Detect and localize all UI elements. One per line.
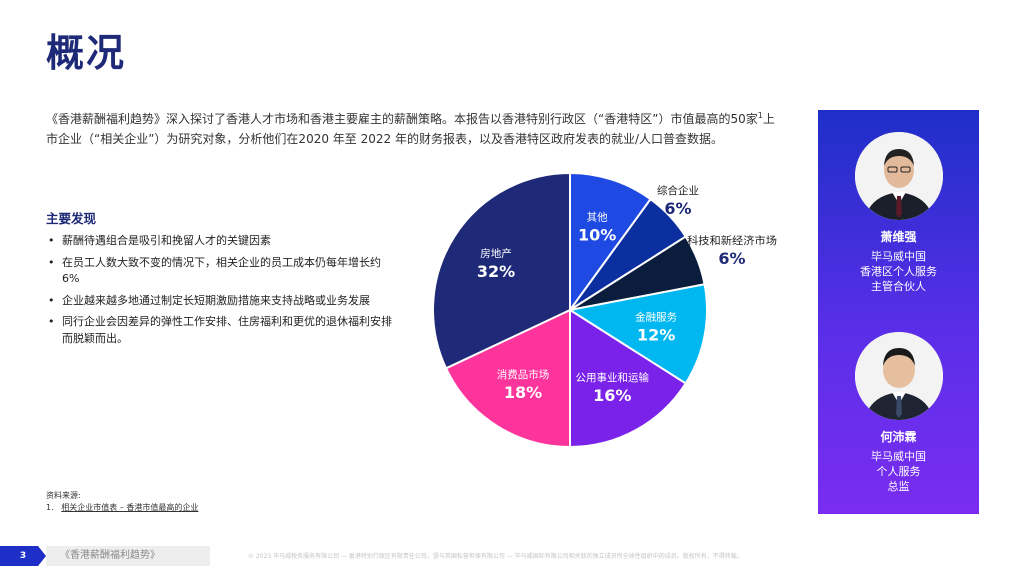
slice-label-0: 其他 <box>587 211 608 224</box>
industry-pie-chart: 其他 10% 综合企业 6% 科技和新经济市场 6% 金融服务 12% 公用事业和运输 16% 消费… <box>432 171 777 449</box>
contacts-panel: 萧维强 毕马威中国 香港区个人服务 主管合伙人 何沛霖 毕马威中国 个人服务 总… <box>818 110 979 514</box>
page-number: 3 <box>0 546 46 566</box>
contact-role-line: 香港区个人服务 <box>860 265 937 278</box>
source-notes: 资料来源: 1. 相关企业市值表 – 香港市值最高的企业 <box>46 490 198 514</box>
contact-name: 何沛霖 <box>880 430 917 444</box>
source-title: 资料来源: <box>46 491 81 500</box>
source-item: 1. 相关企业市值表 – 香港市值最高的企业 <box>46 502 198 514</box>
contact-role-line: 主管合伙人 <box>871 280 926 293</box>
report-name: 《香港薪酬福利趋势》 <box>46 546 210 566</box>
contact-role-line: 毕马威中国 <box>871 250 926 263</box>
contact-role-line: 个人服务 <box>876 465 921 478</box>
pie-slices <box>432 171 708 449</box>
contact-role: 毕马威中国 个人服务 总监 <box>818 449 979 494</box>
intro-text-part2: 上市企业（“相关企业”）为研究对象，分析他们在2020 年至 2022 年的财务… <box>46 112 775 146</box>
source-item-number: 1. <box>46 503 54 512</box>
pie-labels: 其他 10% 综合企业 6% 科技和新经济市场 6% 金融服务 12% 公用事业和运输 16% 消费… <box>477 184 777 405</box>
slice-label-5: 消费品市场 <box>497 368 549 381</box>
intro-text-part1: 《香港薪酬福利趋势》深入探讨了香港人才市场和香港主要雇主的薪酬策略。本报告以香港… <box>46 112 758 126</box>
portrait-image <box>854 132 943 220</box>
finding-item: 在员工人数大致不变的情况下，相关企业的员工成本仍每年增长约6% <box>46 255 396 288</box>
slice-value-6: 32% <box>477 262 515 281</box>
key-findings: 主要发现 薪酬待遇组合是吸引和挽留人才的关键因素 在员工人数大致不变的情况下，相… <box>46 208 396 352</box>
slice-value-2: 6% <box>718 249 745 268</box>
source-item-link[interactable]: 相关企业市值表 – 香港市值最高的企业 <box>61 503 199 512</box>
slice-label-3: 金融服务 <box>635 310 677 323</box>
contact-card: 何沛霖 毕马威中国 个人服务 总监 <box>818 332 979 494</box>
slice-value-4: 16% <box>593 386 631 405</box>
pie-slice-4[interactable] <box>569 308 688 449</box>
copyright-text: © 2023 毕马威税务服务有限公司 — 香港特别行政区有限责任公司，暨与英国私… <box>248 553 743 560</box>
contact-role-line: 毕马威中国 <box>871 450 926 463</box>
portrait-image <box>854 332 943 420</box>
pie-slice-3[interactable] <box>567 283 708 385</box>
contact-card: 萧维强 毕马威中国 香港区个人服务 主管合伙人 <box>818 132 979 294</box>
pie-slice-6[interactable] <box>432 171 571 370</box>
pie-slice-0[interactable] <box>569 171 652 314</box>
key-findings-title: 主要发现 <box>46 211 97 226</box>
footnote-ref[interactable]: 1 <box>757 111 763 120</box>
finding-item: 企业越来越多地通过制定长短期激励措施来支持战略或业务发展 <box>46 293 396 310</box>
avatar <box>854 332 943 420</box>
avatar <box>854 132 943 220</box>
slice-label-4: 公用事业和运输 <box>575 371 649 384</box>
slice-value-0: 10% <box>578 226 616 245</box>
findings-list: 薪酬待遇组合是吸引和挽留人才的关键因素 在员工人数大致不变的情况下，相关企业的员… <box>46 233 396 347</box>
footer: 3 《香港薪酬福利趋势》 © 2023 毕马威税务服务有限公司 — 香港特别行政… <box>0 546 1024 566</box>
finding-item: 薪酬待遇组合是吸引和挽留人才的关键因素 <box>46 233 396 250</box>
slice-value-3: 12% <box>637 325 675 344</box>
contact-role: 毕马威中国 香港区个人服务 主管合伙人 <box>818 249 979 294</box>
slice-label-2: 科技和新经济市场 <box>687 234 777 247</box>
page-title: 概况 <box>46 31 127 75</box>
slice-value-5: 18% <box>504 383 542 402</box>
contact-name: 萧维强 <box>880 230 917 244</box>
finding-item: 同行企业会因差异的弹性工作安排、住房福利和更优的退休福利安排而脱颖而出。 <box>46 314 396 347</box>
slice-value-1: 6% <box>664 199 691 218</box>
slice-label-6: 房地产 <box>480 247 512 260</box>
slice-label-1: 综合企业 <box>657 184 699 197</box>
intro-paragraph: 《香港薪酬福利趋势》深入探讨了香港人才市场和香港主要雇主的薪酬策略。本报告以香港… <box>46 106 786 149</box>
pie-slice-5[interactable] <box>444 308 571 449</box>
contact-role-line: 总监 <box>887 480 910 493</box>
